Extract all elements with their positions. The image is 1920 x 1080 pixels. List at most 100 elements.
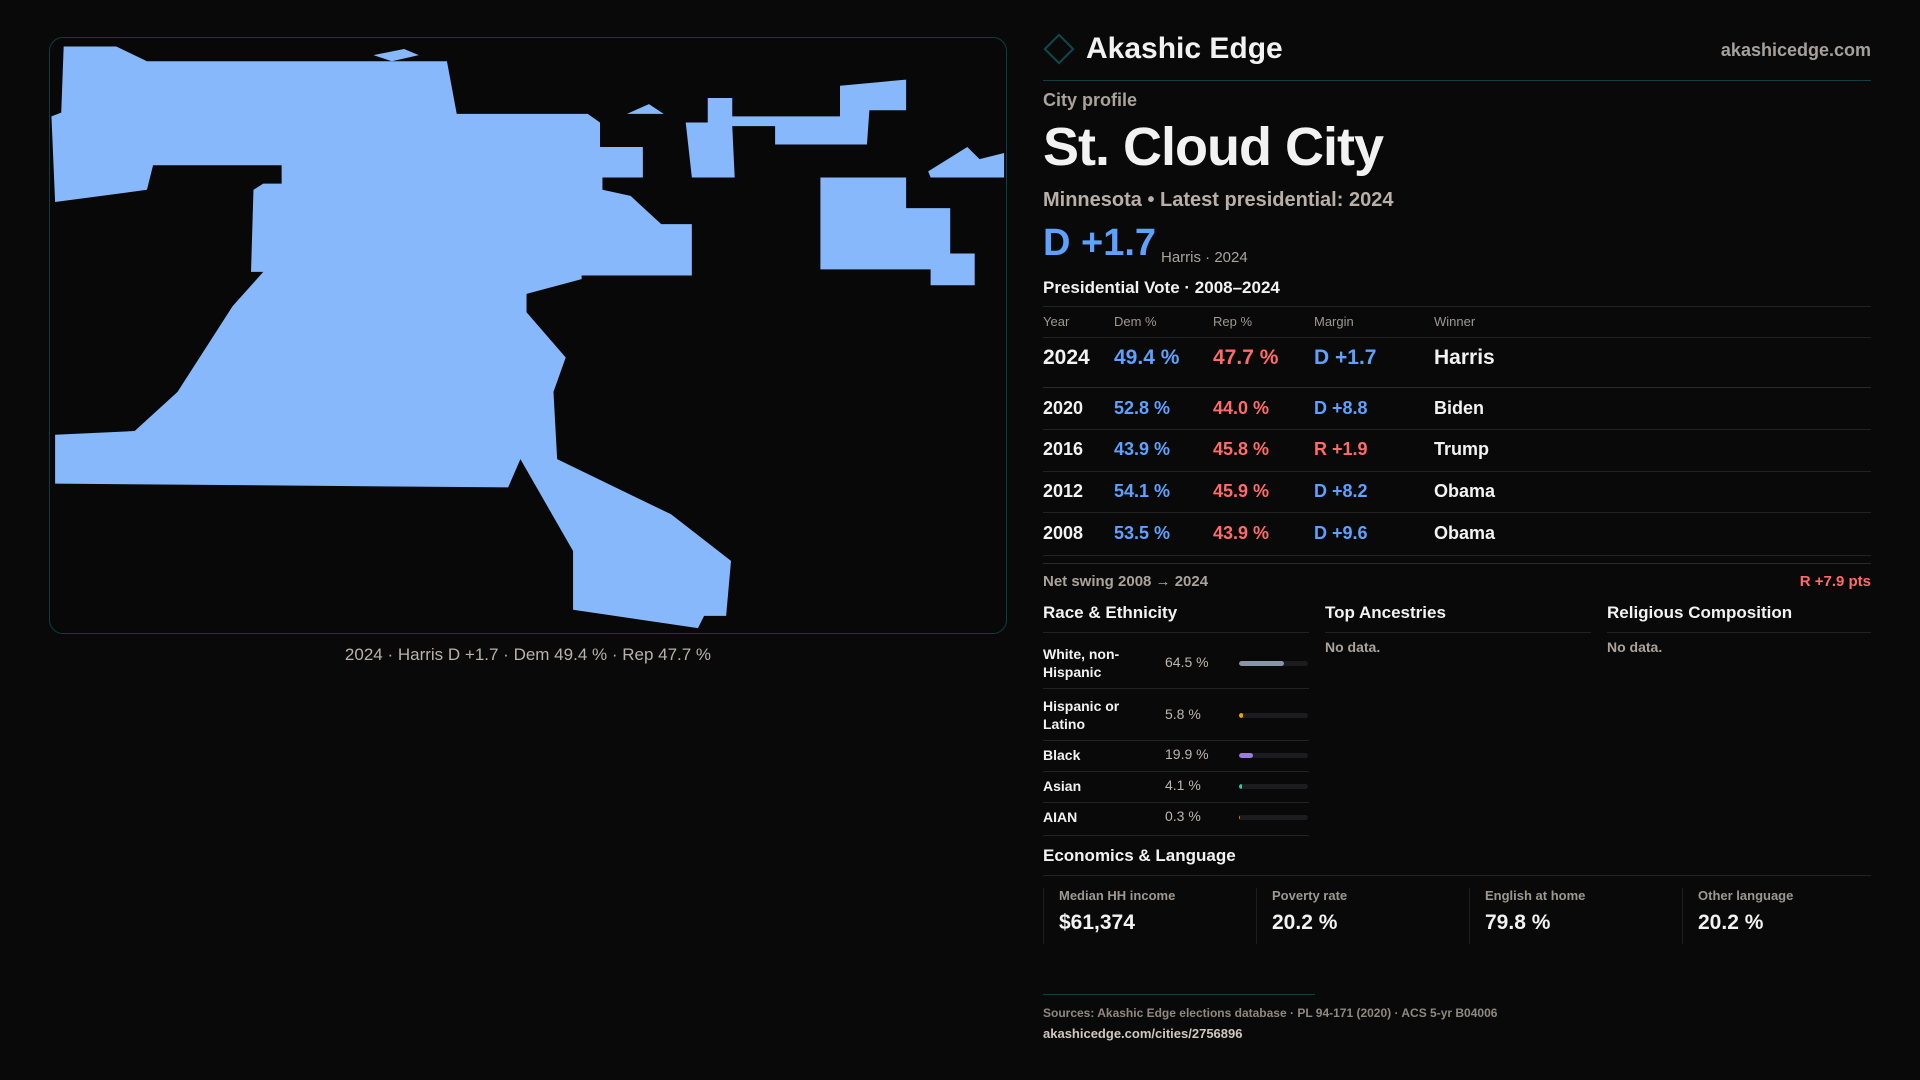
- race-bar-fill: [1239, 753, 1253, 758]
- divider: [1043, 555, 1871, 556]
- city-map: [49, 37, 1007, 634]
- stat-label: Median HH income: [1059, 888, 1176, 903]
- divider: [1043, 688, 1309, 689]
- race-label: Hispanic or Latino: [1043, 698, 1120, 732]
- cell-year: 2008: [1043, 523, 1084, 543]
- race-bar: [1239, 784, 1308, 789]
- divider: [1325, 632, 1591, 633]
- site-link[interactable]: akashicedge.com: [1720, 40, 1871, 60]
- cell-year: 2024: [1043, 346, 1090, 369]
- stat-value: 20.2 %: [1698, 911, 1764, 934]
- cell-margin: D +9.6: [1314, 523, 1368, 543]
- divider: [1043, 771, 1309, 772]
- stat-card: Median HH income $61,374: [1043, 888, 1253, 944]
- divider: [1043, 875, 1871, 876]
- cell-rep: 45.8 %: [1213, 439, 1270, 459]
- cell-year: 2020: [1043, 398, 1084, 418]
- headline-margin-note: Harris · 2024: [1161, 249, 1248, 266]
- race-bar: [1239, 815, 1308, 820]
- map-caption: 2024 · Harris D +1.7 · Dem 49.4 % · Rep …: [344, 645, 712, 664]
- race-label: Black: [1043, 747, 1081, 763]
- cell-margin: D +8.8: [1314, 398, 1368, 418]
- race-label: Asian: [1043, 778, 1082, 794]
- stat-value: $61,374: [1059, 911, 1135, 934]
- diamond-logo-icon: [1043, 33, 1075, 65]
- votes-title: Presidential Vote · 2008–2024: [1043, 278, 1280, 297]
- column-header: Winner: [1434, 314, 1476, 329]
- footer-sources: Sources: Akashic Edge elections database…: [1043, 1006, 1498, 1020]
- column-header: Dem %: [1114, 314, 1157, 329]
- economics-title: Economics & Language: [1043, 846, 1236, 865]
- cell-rep: 47.7 %: [1213, 346, 1279, 369]
- race-value: 5.8 %: [1165, 706, 1201, 722]
- cell-year: 2012: [1043, 481, 1084, 501]
- cell-dem: 49.4 %: [1114, 346, 1180, 369]
- divider: [1043, 835, 1309, 836]
- ancestries-empty: No data.: [1325, 639, 1381, 655]
- cell-rep: 43.9 %: [1213, 523, 1270, 543]
- column-header: Year: [1043, 314, 1070, 329]
- page-title: St. Cloud City: [1043, 117, 1384, 177]
- cell-dem: 53.5 %: [1114, 523, 1171, 543]
- divider: [1043, 563, 1871, 564]
- footer-divider: [1043, 994, 1315, 995]
- race-bar: [1239, 661, 1308, 666]
- cell-margin: D +1.7: [1314, 346, 1377, 369]
- race-bar-fill: [1239, 815, 1241, 820]
- header-divider: [1043, 80, 1871, 81]
- column-header: Rep %: [1213, 314, 1253, 329]
- stat-card: Other language 20.2 %: [1682, 888, 1892, 944]
- cell-winner: Trump: [1434, 439, 1490, 459]
- race-title: Race & Ethnicity: [1043, 603, 1178, 622]
- race-bar-fill: [1239, 784, 1242, 789]
- divider: [1043, 387, 1871, 388]
- divider: [1043, 306, 1871, 307]
- race-value: 64.5 %: [1165, 654, 1209, 670]
- net-swing-value: R +7.9 pts: [1799, 573, 1871, 590]
- stat-label: English at home: [1485, 888, 1586, 903]
- stat-label: Other language: [1698, 888, 1794, 903]
- cell-winner: Harris: [1434, 346, 1495, 369]
- stat-value: 20.2 %: [1272, 911, 1338, 934]
- stat-card: English at home 79.8 %: [1469, 888, 1679, 944]
- cell-rep: 44.0 %: [1213, 398, 1270, 418]
- cell-rep: 45.9 %: [1213, 481, 1270, 501]
- divider: [1043, 632, 1309, 633]
- brand: Akashic Edge: [1043, 32, 1283, 66]
- stat-value: 79.8 %: [1485, 911, 1551, 934]
- page-kicker: City profile: [1043, 90, 1138, 110]
- race-label: White, non-Hispanic: [1043, 646, 1120, 680]
- page-subtitle: Minnesota • Latest presidential: 2024: [1043, 189, 1394, 211]
- column-header: Margin: [1314, 314, 1354, 329]
- cell-margin: R +1.9: [1314, 439, 1368, 459]
- race-bar-fill: [1239, 713, 1243, 718]
- race-bar: [1239, 713, 1308, 718]
- religion-title: Religious Composition: [1607, 603, 1793, 622]
- race-label: AIAN: [1043, 809, 1078, 825]
- race-bar: [1239, 753, 1308, 758]
- race-value: 0.3 %: [1165, 808, 1201, 824]
- divider: [1043, 740, 1309, 741]
- stat-label: Poverty rate: [1272, 888, 1348, 903]
- cell-dem: 52.8 %: [1114, 398, 1171, 418]
- cell-winner: Biden: [1434, 398, 1485, 418]
- divider: [1043, 802, 1309, 803]
- race-value: 4.1 %: [1165, 777, 1201, 793]
- race-value: 19.9 %: [1165, 746, 1209, 762]
- cell-dem: 43.9 %: [1114, 439, 1171, 459]
- cell-winner: Obama: [1434, 523, 1496, 543]
- divider: [1043, 429, 1871, 430]
- headline-margin: D +1.7: [1043, 222, 1157, 264]
- divider: [1607, 632, 1871, 633]
- cell-dem: 54.1 %: [1114, 481, 1171, 501]
- cell-winner: Obama: [1434, 481, 1496, 501]
- footer-url[interactable]: akashicedge.com/cities/2756896: [1043, 1026, 1243, 1041]
- net-swing-label: Net swing 2008 → 2024: [1043, 573, 1209, 590]
- race-bar-fill: [1239, 661, 1284, 666]
- cell-margin: D +8.2: [1314, 481, 1368, 501]
- cell-year: 2016: [1043, 439, 1084, 459]
- divider: [1043, 512, 1871, 513]
- stat-card: Poverty rate 20.2 %: [1256, 888, 1466, 944]
- religion-empty: No data.: [1607, 639, 1663, 655]
- brand-name: Akashic Edge: [1086, 32, 1283, 65]
